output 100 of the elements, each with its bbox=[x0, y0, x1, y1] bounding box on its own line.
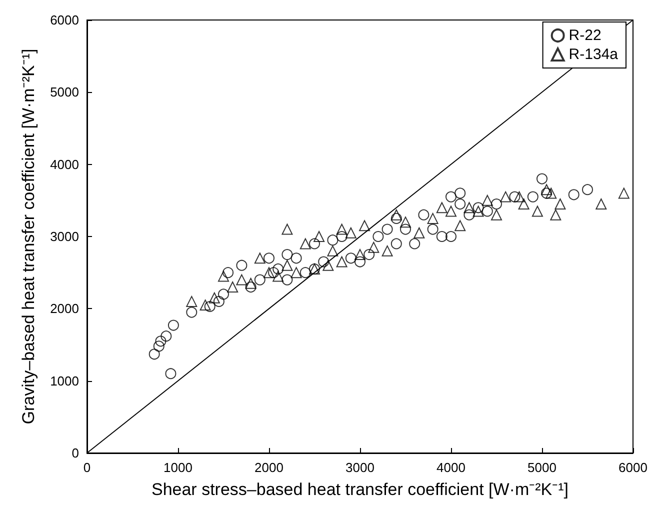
point bbox=[518, 198, 530, 210]
point bbox=[336, 231, 348, 242]
point bbox=[514, 191, 525, 202]
point bbox=[218, 288, 229, 300]
point bbox=[282, 274, 293, 286]
point bbox=[541, 188, 552, 199]
point bbox=[482, 206, 493, 217]
point bbox=[204, 301, 216, 312]
x-tick-label: 0 bbox=[83, 460, 91, 475]
point bbox=[300, 267, 311, 278]
point bbox=[359, 220, 370, 232]
point bbox=[418, 209, 430, 220]
point bbox=[254, 274, 266, 286]
y-tick-label: 2000 bbox=[50, 301, 79, 316]
point bbox=[491, 209, 502, 220]
x-axis-title: Shear stress–based heat transfer coefficient [W·m⁻²K⁻¹] bbox=[151, 480, 569, 499]
point bbox=[454, 198, 466, 210]
y-axis-title: Gravity–based heat transfer coefficient [W·m⁻²K⁻¹] bbox=[19, 48, 38, 424]
point bbox=[354, 256, 366, 268]
point bbox=[186, 296, 198, 307]
point bbox=[382, 224, 393, 235]
point bbox=[300, 238, 311, 250]
point bbox=[527, 191, 538, 202]
point bbox=[372, 231, 384, 242]
point bbox=[264, 252, 274, 264]
point bbox=[400, 224, 411, 235]
point bbox=[245, 278, 256, 289]
point bbox=[390, 212, 402, 224]
point bbox=[464, 209, 475, 220]
point bbox=[314, 231, 325, 242]
point bbox=[618, 188, 630, 199]
point bbox=[472, 206, 484, 217]
point bbox=[354, 249, 366, 260]
x-tick-label: 5000 bbox=[528, 460, 556, 475]
point bbox=[200, 300, 211, 311]
x-tick-label: 4000 bbox=[436, 460, 466, 475]
point bbox=[500, 191, 512, 202]
point bbox=[427, 224, 438, 235]
point bbox=[336, 224, 348, 235]
point bbox=[390, 238, 402, 250]
point bbox=[153, 340, 164, 352]
point bbox=[472, 202, 484, 214]
point bbox=[596, 198, 607, 210]
point bbox=[336, 256, 348, 268]
x-tick-label: 6000 bbox=[618, 460, 648, 475]
y-tick-label: 5000 bbox=[50, 84, 79, 100]
point bbox=[368, 242, 380, 253]
point bbox=[536, 173, 548, 184]
point bbox=[148, 348, 160, 360]
point bbox=[222, 267, 234, 278]
point bbox=[436, 202, 448, 214]
point bbox=[227, 282, 238, 293]
point bbox=[550, 209, 562, 220]
legend-label: R-134a bbox=[568, 46, 619, 63]
point bbox=[491, 198, 502, 210]
point bbox=[168, 320, 179, 331]
y-tick-label: 0 bbox=[72, 446, 79, 460]
y-tick-label: 3000 bbox=[50, 229, 79, 244]
point bbox=[364, 249, 375, 260]
point bbox=[236, 274, 248, 286]
point bbox=[446, 231, 456, 242]
point bbox=[454, 220, 466, 232]
point bbox=[554, 198, 566, 210]
point bbox=[322, 260, 334, 271]
point bbox=[290, 252, 302, 264]
point bbox=[532, 206, 543, 217]
x-tick-label: 1000 bbox=[164, 460, 192, 475]
point bbox=[290, 267, 302, 278]
point bbox=[409, 238, 420, 250]
point bbox=[208, 292, 220, 304]
point bbox=[454, 188, 466, 199]
point bbox=[165, 368, 176, 380]
point bbox=[309, 238, 320, 250]
point bbox=[482, 194, 493, 206]
point bbox=[436, 231, 448, 242]
y-tick-label: 6000 bbox=[50, 12, 79, 28]
y-tick-label: 4000 bbox=[50, 156, 79, 172]
point bbox=[345, 252, 356, 264]
point bbox=[160, 330, 172, 342]
point bbox=[464, 202, 475, 214]
point bbox=[446, 191, 456, 202]
point bbox=[282, 224, 293, 235]
point bbox=[272, 263, 284, 274]
point bbox=[186, 306, 198, 318]
point bbox=[272, 270, 284, 282]
y-tick-label: 1000 bbox=[50, 373, 79, 388]
point bbox=[236, 260, 248, 271]
point bbox=[318, 256, 330, 268]
point bbox=[327, 234, 338, 246]
point bbox=[245, 282, 256, 293]
point bbox=[509, 191, 520, 202]
point bbox=[568, 189, 580, 200]
point bbox=[213, 296, 224, 307]
point bbox=[345, 227, 356, 238]
point bbox=[541, 184, 552, 196]
point bbox=[446, 206, 456, 217]
point bbox=[414, 227, 425, 238]
point bbox=[268, 267, 280, 278]
point bbox=[218, 270, 229, 282]
point bbox=[264, 267, 274, 278]
